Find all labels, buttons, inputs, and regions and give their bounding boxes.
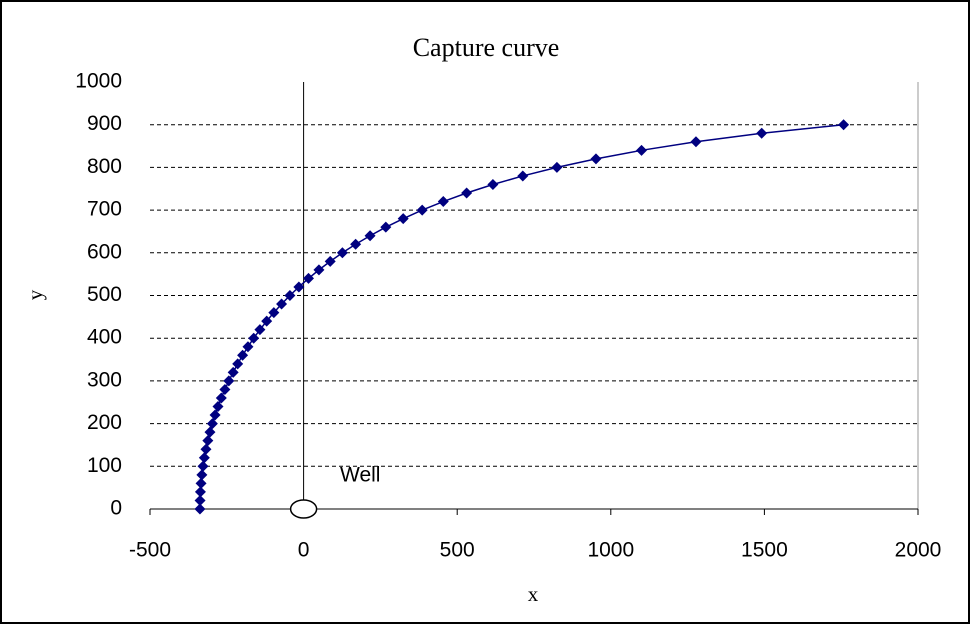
x-tick-label: 0: [298, 539, 310, 562]
y-tick-label: 400: [87, 326, 122, 349]
y-tick-label: 1000: [75, 70, 122, 93]
point-marker: [242, 341, 254, 353]
point-marker: [198, 452, 210, 464]
well-marker: [289, 499, 318, 519]
point-marker: [461, 187, 473, 199]
y-axis-label: y: [23, 289, 47, 300]
point-marker: [209, 409, 221, 421]
point-marker: [227, 366, 239, 378]
point-marker: [212, 401, 224, 413]
point-marker: [517, 170, 529, 182]
well-label: Well: [340, 464, 380, 487]
x-tick-label: 2000: [895, 539, 942, 562]
point-marker: [336, 247, 348, 259]
y-tick-label: 0: [110, 497, 122, 520]
point-marker: [284, 290, 296, 301]
y-tick-label: 300: [87, 368, 122, 391]
y-tick-label: 600: [87, 240, 122, 263]
x-tick-label: 1500: [741, 539, 788, 562]
y-tick-label: 800: [87, 155, 122, 178]
point-marker: [364, 230, 376, 242]
point-marker: [254, 324, 266, 336]
point-marker: [590, 153, 602, 165]
y-tick-label: 500: [87, 283, 122, 306]
point-marker: [195, 477, 207, 489]
point-marker: [690, 136, 702, 148]
point-marker: [196, 469, 208, 481]
point-marker: [276, 298, 288, 310]
point-marker: [636, 144, 648, 156]
point-marker: [261, 315, 273, 327]
x-tick-label: 1000: [587, 539, 634, 562]
point-marker: [350, 238, 362, 250]
x-axis-label: x: [528, 582, 539, 606]
point-marker: [202, 435, 214, 447]
x-tick-label: -500: [129, 539, 171, 562]
point-marker: [313, 264, 325, 276]
x-tick-label: 500: [440, 539, 475, 562]
point-marker: [756, 127, 768, 139]
point-marker: [268, 307, 280, 319]
point-marker: [194, 494, 206, 506]
point-marker: [487, 178, 499, 190]
point-marker: [303, 272, 315, 284]
point-marker: [194, 503, 206, 515]
point-marker: [232, 358, 244, 370]
point-marker: [206, 418, 218, 430]
point-marker: [380, 221, 392, 233]
y-tick-label: 100: [87, 454, 122, 477]
point-marker: [204, 426, 216, 438]
y-tick-label: 200: [87, 411, 122, 434]
point-marker: [248, 332, 260, 344]
point-marker: [200, 443, 212, 455]
point-marker: [437, 196, 449, 208]
point-marker: [551, 161, 563, 173]
point-marker: [838, 119, 850, 131]
point-marker: [293, 281, 305, 293]
point-marker: [237, 349, 249, 361]
chart-title: Capture curve: [413, 33, 560, 62]
point-marker: [194, 486, 206, 498]
point-marker: [416, 204, 428, 216]
point-marker: [219, 383, 231, 395]
point-marker: [215, 392, 227, 404]
y-tick-label: 900: [87, 112, 122, 135]
y-tick-label: 700: [87, 198, 122, 221]
point-marker: [324, 255, 336, 267]
point-marker: [197, 460, 209, 472]
point-marker: [397, 213, 409, 225]
point-marker: [223, 375, 235, 387]
